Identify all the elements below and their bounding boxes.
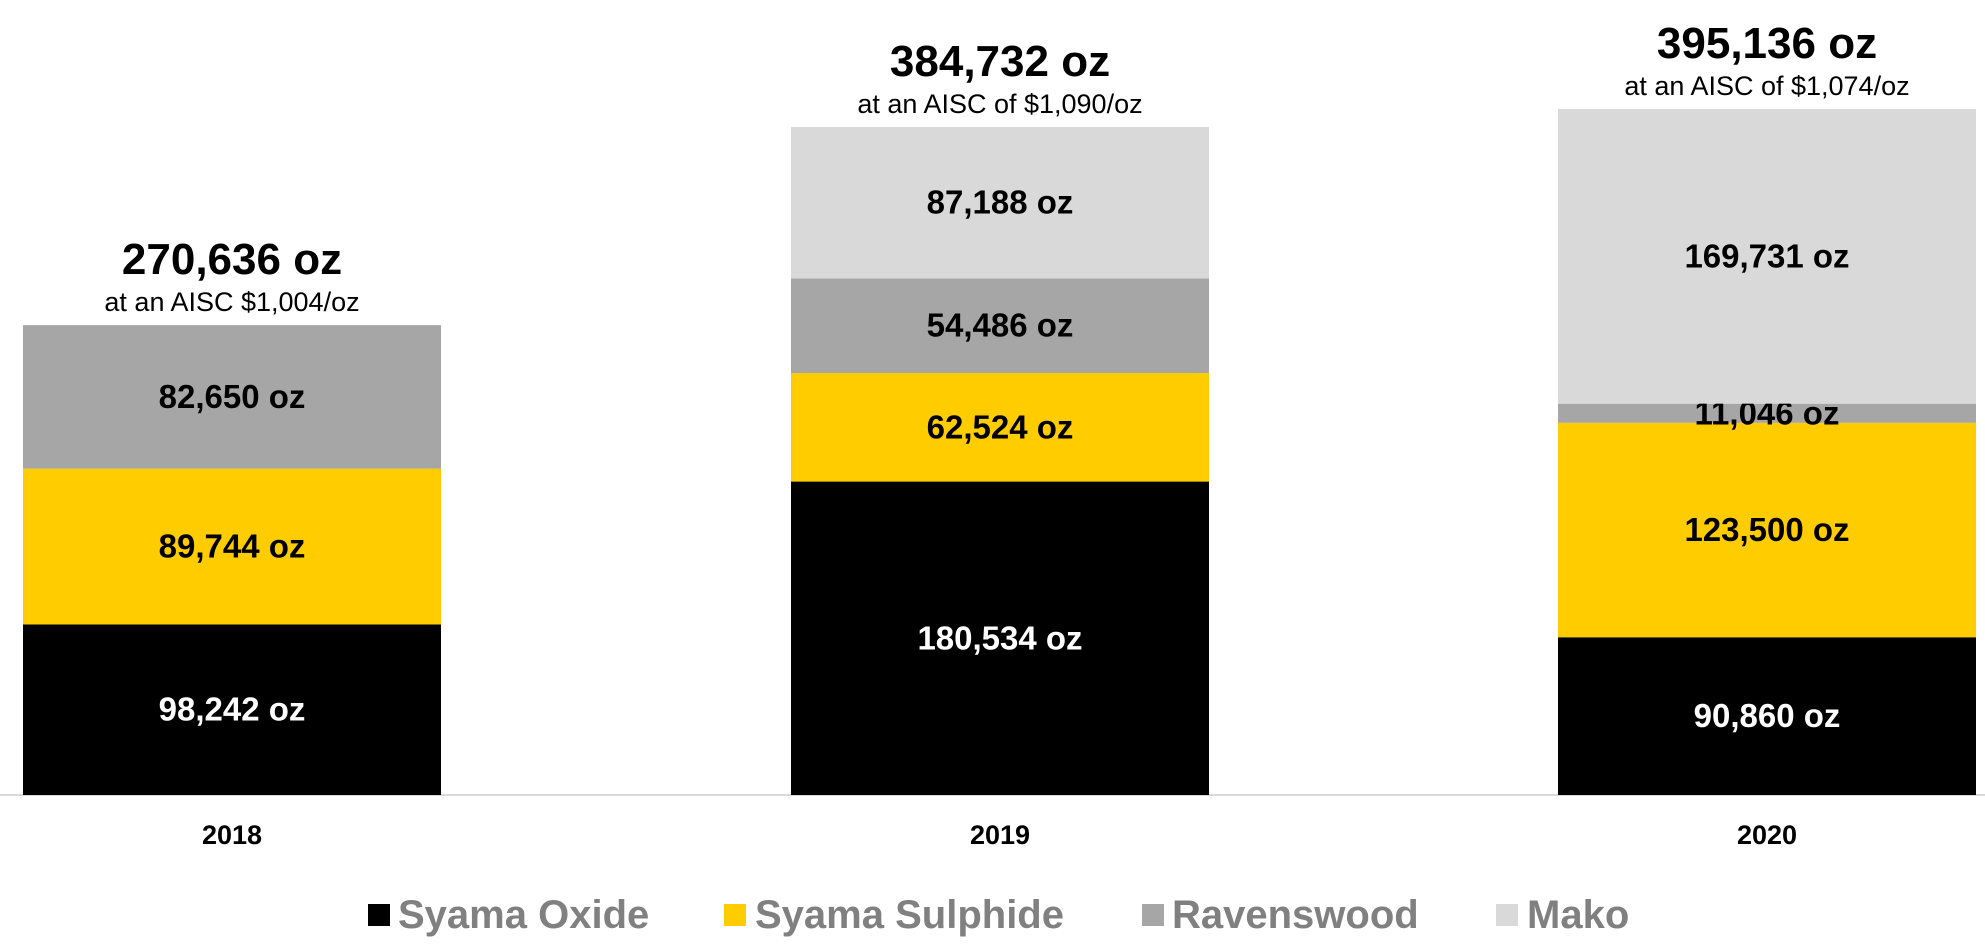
bar-segment-mako-2020[interactable] [1558, 108, 1976, 404]
aisc-label-2018: at an AISC $1,004/oz [104, 287, 359, 317]
data-label-syama-oxide-2019: 180,534 oz [917, 619, 1082, 656]
bar-segment-syama-sulphide-2019[interactable] [791, 373, 1209, 482]
aisc-label-2020: at an AISC of $1,074/oz [1624, 71, 1909, 101]
data-label-syama-sulphide-2018: 89,744 oz [159, 528, 306, 565]
x-tick-label-2020: 2020 [1737, 820, 1797, 850]
bar-segment-ravenswood-2018[interactable] [23, 325, 441, 469]
data-label-ravenswood-2019: 54,486 oz [927, 307, 1074, 344]
data-label-syama-oxide-2020: 90,860 oz [1694, 697, 1841, 734]
legend-label-mako: Mako [1527, 893, 1629, 937]
data-label-syama-sulphide-2020: 123,500 oz [1684, 511, 1849, 548]
total-label-2019: 384,732 oz [890, 37, 1110, 86]
bar-segment-syama-oxide-2018[interactable] [23, 624, 441, 795]
data-label-syama-sulphide-2019: 62,524 oz [927, 408, 1074, 445]
x-tick-label-2019: 2019 [970, 820, 1030, 850]
total-label-2018: 270,636 oz [122, 235, 342, 284]
legend-label-ravenswood: Ravenswood [1172, 893, 1419, 937]
bar-segment-syama-oxide-2020[interactable] [1558, 637, 1976, 795]
bar-segment-ravenswood-2019[interactable] [791, 278, 1209, 374]
aisc-label-2019: at an AISC of $1,090/oz [857, 89, 1142, 119]
bar-segment-syama-sulphide-2020[interactable] [1558, 422, 1976, 638]
legend-swatch-mako [1496, 904, 1518, 926]
bar-segment-syama-oxide-2019[interactable] [791, 481, 1209, 795]
legend-swatch-syama-sulphide [724, 904, 746, 926]
data-label-mako-2019: 87,188 oz [927, 184, 1074, 221]
x-tick-label-2018: 2018 [202, 820, 262, 850]
data-label-ravenswood-2018: 82,650 oz [159, 378, 306, 415]
data-label-syama-oxide-2018: 98,242 oz [159, 691, 306, 728]
bar-segment-ravenswood-2020[interactable] [1558, 403, 1976, 423]
bar-segment-syama-sulphide-2018[interactable] [23, 468, 441, 625]
data-label-mako-2020: 169,731 oz [1684, 237, 1849, 274]
total-label-2020: 395,136 oz [1657, 19, 1877, 68]
legend-label-syama-sulphide: Syama Sulphide [755, 893, 1064, 937]
legend-swatch-ravenswood [1142, 904, 1164, 926]
legend-label-syama-oxide: Syama Oxide [398, 893, 649, 937]
bar-segment-mako-2019[interactable] [791, 127, 1209, 279]
legend-swatch-syama-oxide [368, 904, 390, 926]
